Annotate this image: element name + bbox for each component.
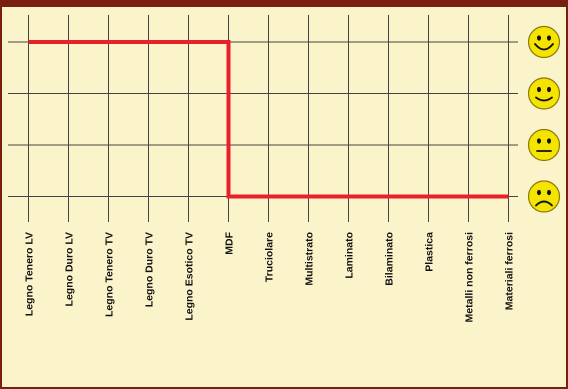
smiley-eye bbox=[537, 86, 541, 93]
series-line-layer bbox=[28, 40, 509, 199]
smiley-eye bbox=[537, 138, 541, 144]
category-label: Legno Duro LV bbox=[64, 232, 76, 306]
smiley-mouth bbox=[534, 43, 554, 51]
smiley-mouth bbox=[535, 96, 553, 102]
smiley-eye bbox=[547, 35, 551, 41]
smiley-face bbox=[527, 77, 561, 110]
grid bbox=[8, 15, 518, 222]
category-labels: Legno Tenero LV Legno Duro LV Legno Tenero… bbox=[24, 231, 516, 322]
smiley-eye bbox=[547, 138, 551, 144]
category-label: Bilaminato bbox=[384, 232, 396, 286]
smiley-face bbox=[527, 25, 561, 59]
category-label: Legno Tenero LV bbox=[24, 232, 36, 316]
series-line bbox=[28, 40, 509, 199]
rating-icons bbox=[527, 25, 561, 213]
smiley-face bbox=[527, 180, 561, 213]
category-label: Truciolare bbox=[264, 232, 276, 282]
category-label: Laminato bbox=[344, 232, 356, 279]
category-label: Multistrato bbox=[304, 232, 316, 286]
sad-smiley-icon bbox=[527, 180, 561, 213]
top-border-bar bbox=[0, 0, 568, 7]
smiley-face bbox=[527, 128, 561, 162]
category-label: MDF bbox=[224, 231, 236, 254]
smiley-eye bbox=[537, 189, 541, 196]
smiley-eye bbox=[537, 35, 541, 41]
smiley-mouth bbox=[535, 200, 553, 207]
category-label: Legno Duro TV bbox=[144, 232, 156, 307]
very-happy-smiley-icon bbox=[527, 25, 561, 59]
category-label: Metalli non ferrosi bbox=[464, 232, 476, 323]
smiley-eye bbox=[547, 189, 551, 196]
happy-smiley-icon bbox=[527, 77, 561, 110]
smiley-eye bbox=[547, 86, 551, 93]
category-label: Materiali ferrosi bbox=[504, 232, 516, 310]
neutral-smiley-icon bbox=[527, 128, 561, 162]
category-label: Plastica bbox=[424, 232, 436, 272]
category-label: Legno Tenero TV bbox=[104, 232, 116, 317]
category-label: Legno Esotico TV bbox=[184, 232, 196, 321]
